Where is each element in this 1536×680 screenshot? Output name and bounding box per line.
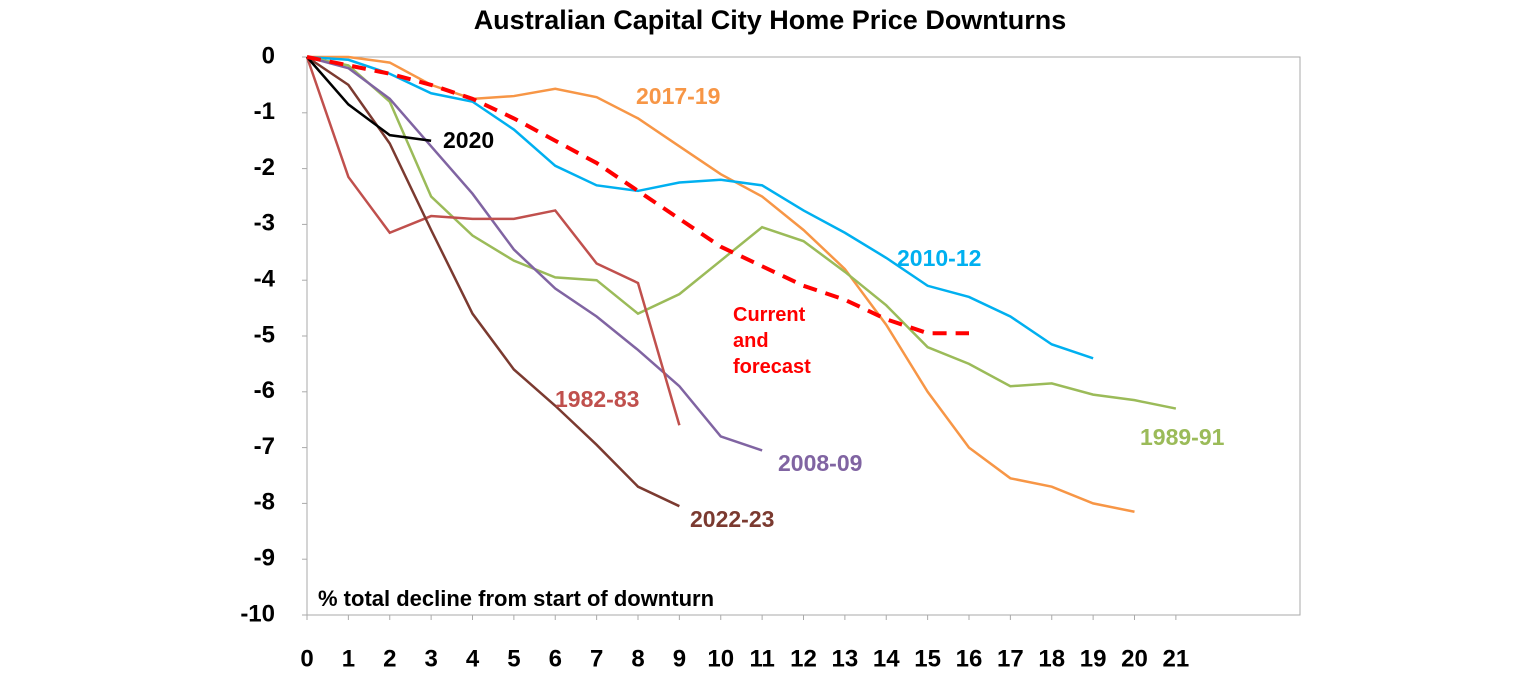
x-tick-label: 11 — [749, 645, 774, 672]
x-tick-label: 18 — [1038, 645, 1065, 672]
y-tick-label: -1 — [254, 98, 275, 125]
y-tick-label: -2 — [254, 154, 275, 181]
series-label: Current and forecast — [733, 304, 811, 378]
x-tick-label: 6 — [549, 645, 562, 672]
y-tick-label: -8 — [254, 489, 275, 516]
y-tick-label: -3 — [254, 210, 275, 237]
series-label: 2017-19 — [636, 83, 721, 109]
y-tick-label: 0 — [262, 42, 275, 69]
series-line — [306, 56, 432, 142]
series-line — [306, 55, 1094, 360]
x-tick-label: 8 — [631, 645, 644, 672]
series-line — [306, 55, 763, 452]
x-tick-label: 10 — [707, 645, 734, 672]
y-tick-label: -7 — [254, 433, 275, 460]
x-tick-label: 1 — [342, 645, 355, 672]
series-line — [306, 55, 1177, 410]
series-line — [306, 55, 969, 336]
x-tick-label: 7 — [590, 645, 603, 672]
x-tick-label: 5 — [507, 645, 520, 672]
x-tick-label: 14 — [873, 645, 900, 672]
y-tick-label: -5 — [254, 321, 275, 348]
series-label: 2010-12 — [897, 245, 982, 271]
y-tick-label: -10 — [240, 600, 275, 627]
series-label: 2008-09 — [778, 450, 863, 476]
x-tick-label: 12 — [790, 645, 817, 672]
series-label: 1989-91 — [1140, 424, 1225, 450]
x-tick-label: 17 — [997, 645, 1024, 672]
annotation: % total decline from start of downturn — [318, 586, 714, 611]
chart-title: Australian Capital City Home Price Downt… — [474, 5, 1067, 35]
x-tick-label: 4 — [466, 645, 480, 672]
x-tick-label: 21 — [1163, 645, 1190, 672]
x-tick-label: 13 — [832, 645, 859, 672]
x-tick-label: 0 — [300, 645, 313, 672]
y-tick-label: -6 — [254, 377, 275, 404]
series-label: 2020 — [443, 127, 495, 153]
series-label: 2022-23 — [690, 506, 775, 532]
x-tick-label: 19 — [1080, 645, 1107, 672]
x-tick-label: 3 — [424, 645, 437, 672]
x-tick-label: 16 — [956, 645, 983, 672]
series-label: 1982-83 — [555, 386, 640, 412]
y-tick-label: -4 — [254, 266, 276, 293]
x-tick-label: 20 — [1121, 645, 1148, 672]
x-tick-label: 2 — [383, 645, 396, 672]
series-line — [307, 55, 1135, 513]
y-tick-label: -9 — [254, 545, 275, 572]
series-line — [306, 55, 680, 508]
series-line — [305, 56, 681, 426]
x-tick-label: 9 — [673, 645, 686, 672]
x-tick-label: 15 — [914, 645, 941, 672]
